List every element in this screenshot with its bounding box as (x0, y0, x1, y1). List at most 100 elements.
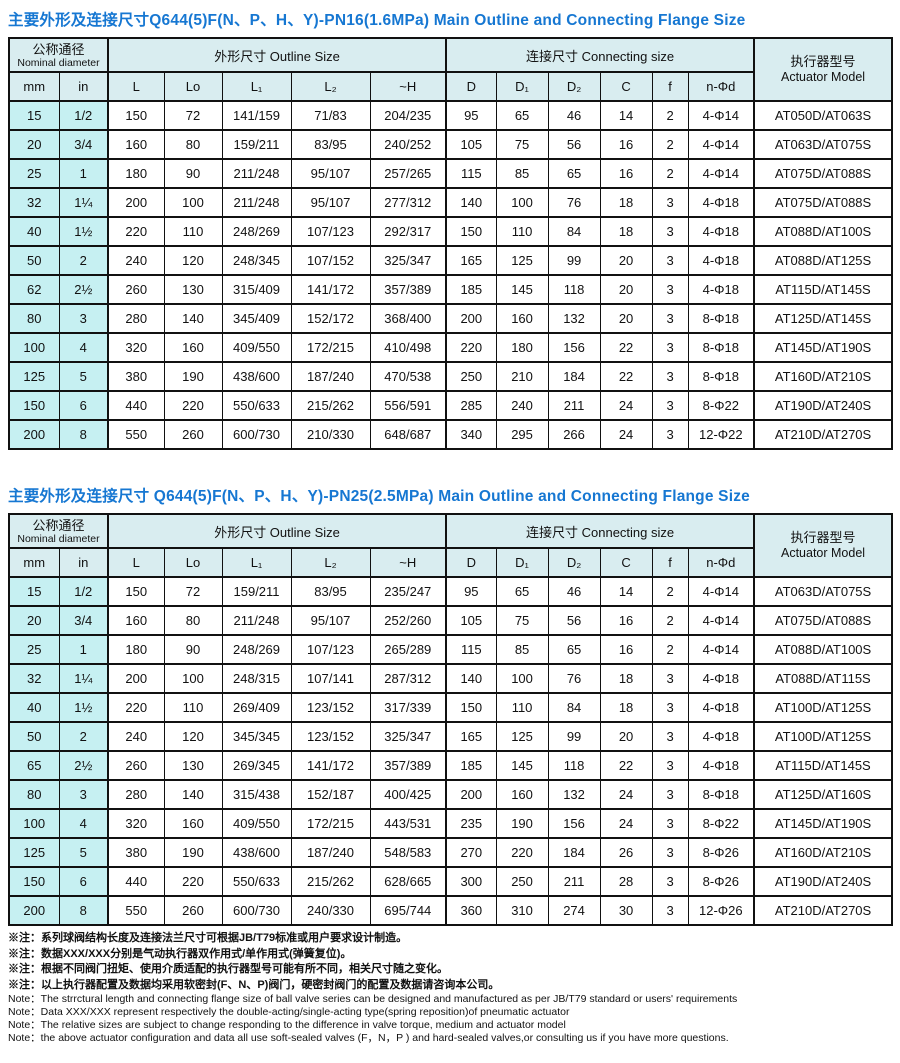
cell: 50 (8, 245, 60, 276)
cell: 3 (651, 419, 689, 450)
table-row: 40 1½ 220 110 269/409 123/152 317/339 150 110 84 1… (8, 692, 893, 723)
column-group-outline-size: 外形尺寸 Outline Size (107, 513, 448, 549)
cell: 260 (163, 419, 223, 450)
column-header-L1: L₁ (221, 71, 292, 102)
cell: 90 (163, 634, 223, 665)
cell: 14 (599, 576, 653, 607)
cell: 172/215 (290, 332, 371, 363)
cell: 2 (651, 634, 689, 665)
column-group-nominal-diameter: 公称通径 Nominal diameter (8, 513, 110, 549)
cell: 250 (495, 866, 549, 897)
column-header-L2: L₂ (290, 71, 371, 102)
cell: 2½ (58, 750, 110, 781)
cell: 200 (8, 895, 60, 926)
cell: 3 (651, 750, 689, 781)
cell: 120 (163, 245, 223, 276)
cell: 107/123 (290, 216, 371, 247)
cell: 235/247 (369, 576, 448, 607)
cell: 150 (445, 216, 497, 247)
cell: AT160D/AT210S (753, 361, 893, 392)
spec-table-pn16: 公称通径 Nominal diameter 外形尺寸 Outline Size … (8, 37, 893, 450)
cell: 3 (651, 274, 689, 305)
cell: 22 (599, 332, 653, 363)
column-header-mm: mm (8, 71, 60, 102)
cell: 8 (58, 895, 110, 926)
cell: 25 (8, 634, 60, 665)
cell: 75 (495, 605, 549, 636)
cell: 24 (599, 419, 653, 450)
cell: 95/107 (290, 187, 371, 218)
cell: 220 (445, 332, 497, 363)
cell: 4-Φ18 (687, 692, 756, 723)
column-group-connecting-size: 连接尺寸 Connecting size (445, 37, 756, 73)
cell: AT115D/AT145S (753, 750, 893, 781)
cell: 438/600 (221, 361, 292, 392)
note-en-3: Note：The relative sizes are subject to c… (8, 1019, 566, 1031)
cell: 190 (163, 837, 223, 868)
cell: 300 (445, 866, 497, 897)
column-header-H: ~H (369, 547, 448, 578)
column-header-L1: L₁ (221, 547, 292, 578)
cell: 340 (445, 419, 497, 450)
cell: 83/95 (290, 129, 371, 160)
cell: 1 (58, 158, 110, 189)
actuator-model-label-en: Actuator Model (781, 546, 866, 560)
cell: 20 (599, 303, 653, 334)
cell: 8-Φ18 (687, 332, 756, 363)
cell: 3 (651, 216, 689, 247)
cell: 280 (107, 303, 165, 334)
table-row: 15 1/2 150 72 141/159 71/83 204/235 95 65 46 14 2 4-… (8, 100, 893, 131)
cell: 160 (495, 779, 549, 810)
cell: 159/211 (221, 576, 292, 607)
column-actuator-model: 执行器型号 Actuator Model (753, 37, 893, 102)
cell: 4-Φ14 (687, 100, 756, 131)
cell: 16 (599, 158, 653, 189)
cell: 440 (107, 866, 165, 897)
cell: 140 (163, 303, 223, 334)
cell: 210/330 (290, 419, 371, 450)
cell: 150 (8, 866, 60, 897)
column-header-Lo: Lo (163, 547, 223, 578)
cell: 250 (445, 361, 497, 392)
cell: 3 (651, 663, 689, 694)
cell: 65 (495, 100, 549, 131)
cell: 120 (163, 721, 223, 752)
table-row: 50 2 240 120 345/345 123/152 325/347 165 125 99 20… (8, 721, 893, 752)
cell: AT115D/AT145S (753, 274, 893, 305)
table-row: 65 2½ 260 130 269/345 141/172 357/389 185 145 118… (8, 750, 893, 781)
cell: 409/550 (221, 332, 292, 363)
table1-title: 主要外形及连接尺寸Q644(5)F(N、P、H、Y)-PN16(1.6MPa) … (8, 12, 746, 29)
cell: 310 (495, 895, 549, 926)
cell: 141/172 (290, 750, 371, 781)
table-row: 40 1½ 220 110 248/269 107/123 292/317 150 110 84 1… (8, 216, 893, 247)
cell: 84 (547, 216, 601, 247)
cell: 6 (58, 866, 110, 897)
cell: 80 (8, 779, 60, 810)
cell: 4-Φ18 (687, 245, 756, 276)
cell: 150 (8, 390, 60, 421)
cell: 145 (495, 274, 549, 305)
cell: 315/438 (221, 779, 292, 810)
cell: 123/152 (290, 721, 371, 752)
cell: 26 (599, 837, 653, 868)
cell: 4-Φ14 (687, 605, 756, 636)
table2-body: 15 1/2 150 72 159/211 83/95 235/247 95 65 46 14 2 4-… (8, 576, 893, 926)
cell: 184 (547, 837, 601, 868)
nominal-diameter-label-en: Nominal diameter (17, 56, 100, 69)
cell: 140 (163, 779, 223, 810)
cell: AT100D/AT125S (753, 721, 893, 752)
column-header-D2: D₂ (547, 547, 601, 578)
cell: 240 (495, 390, 549, 421)
cell: 24 (599, 390, 653, 421)
cell: 152/187 (290, 779, 371, 810)
cell: 4-Φ14 (687, 634, 756, 665)
cell: 550 (107, 895, 165, 926)
cell: 72 (163, 576, 223, 607)
cell: 184 (547, 361, 601, 392)
cell: 187/240 (290, 837, 371, 868)
cell: 130 (163, 750, 223, 781)
cell: AT088D/AT100S (753, 216, 893, 247)
cell: 240 (107, 245, 165, 276)
cell: 15 (8, 576, 60, 607)
cell: 235 (445, 808, 497, 839)
